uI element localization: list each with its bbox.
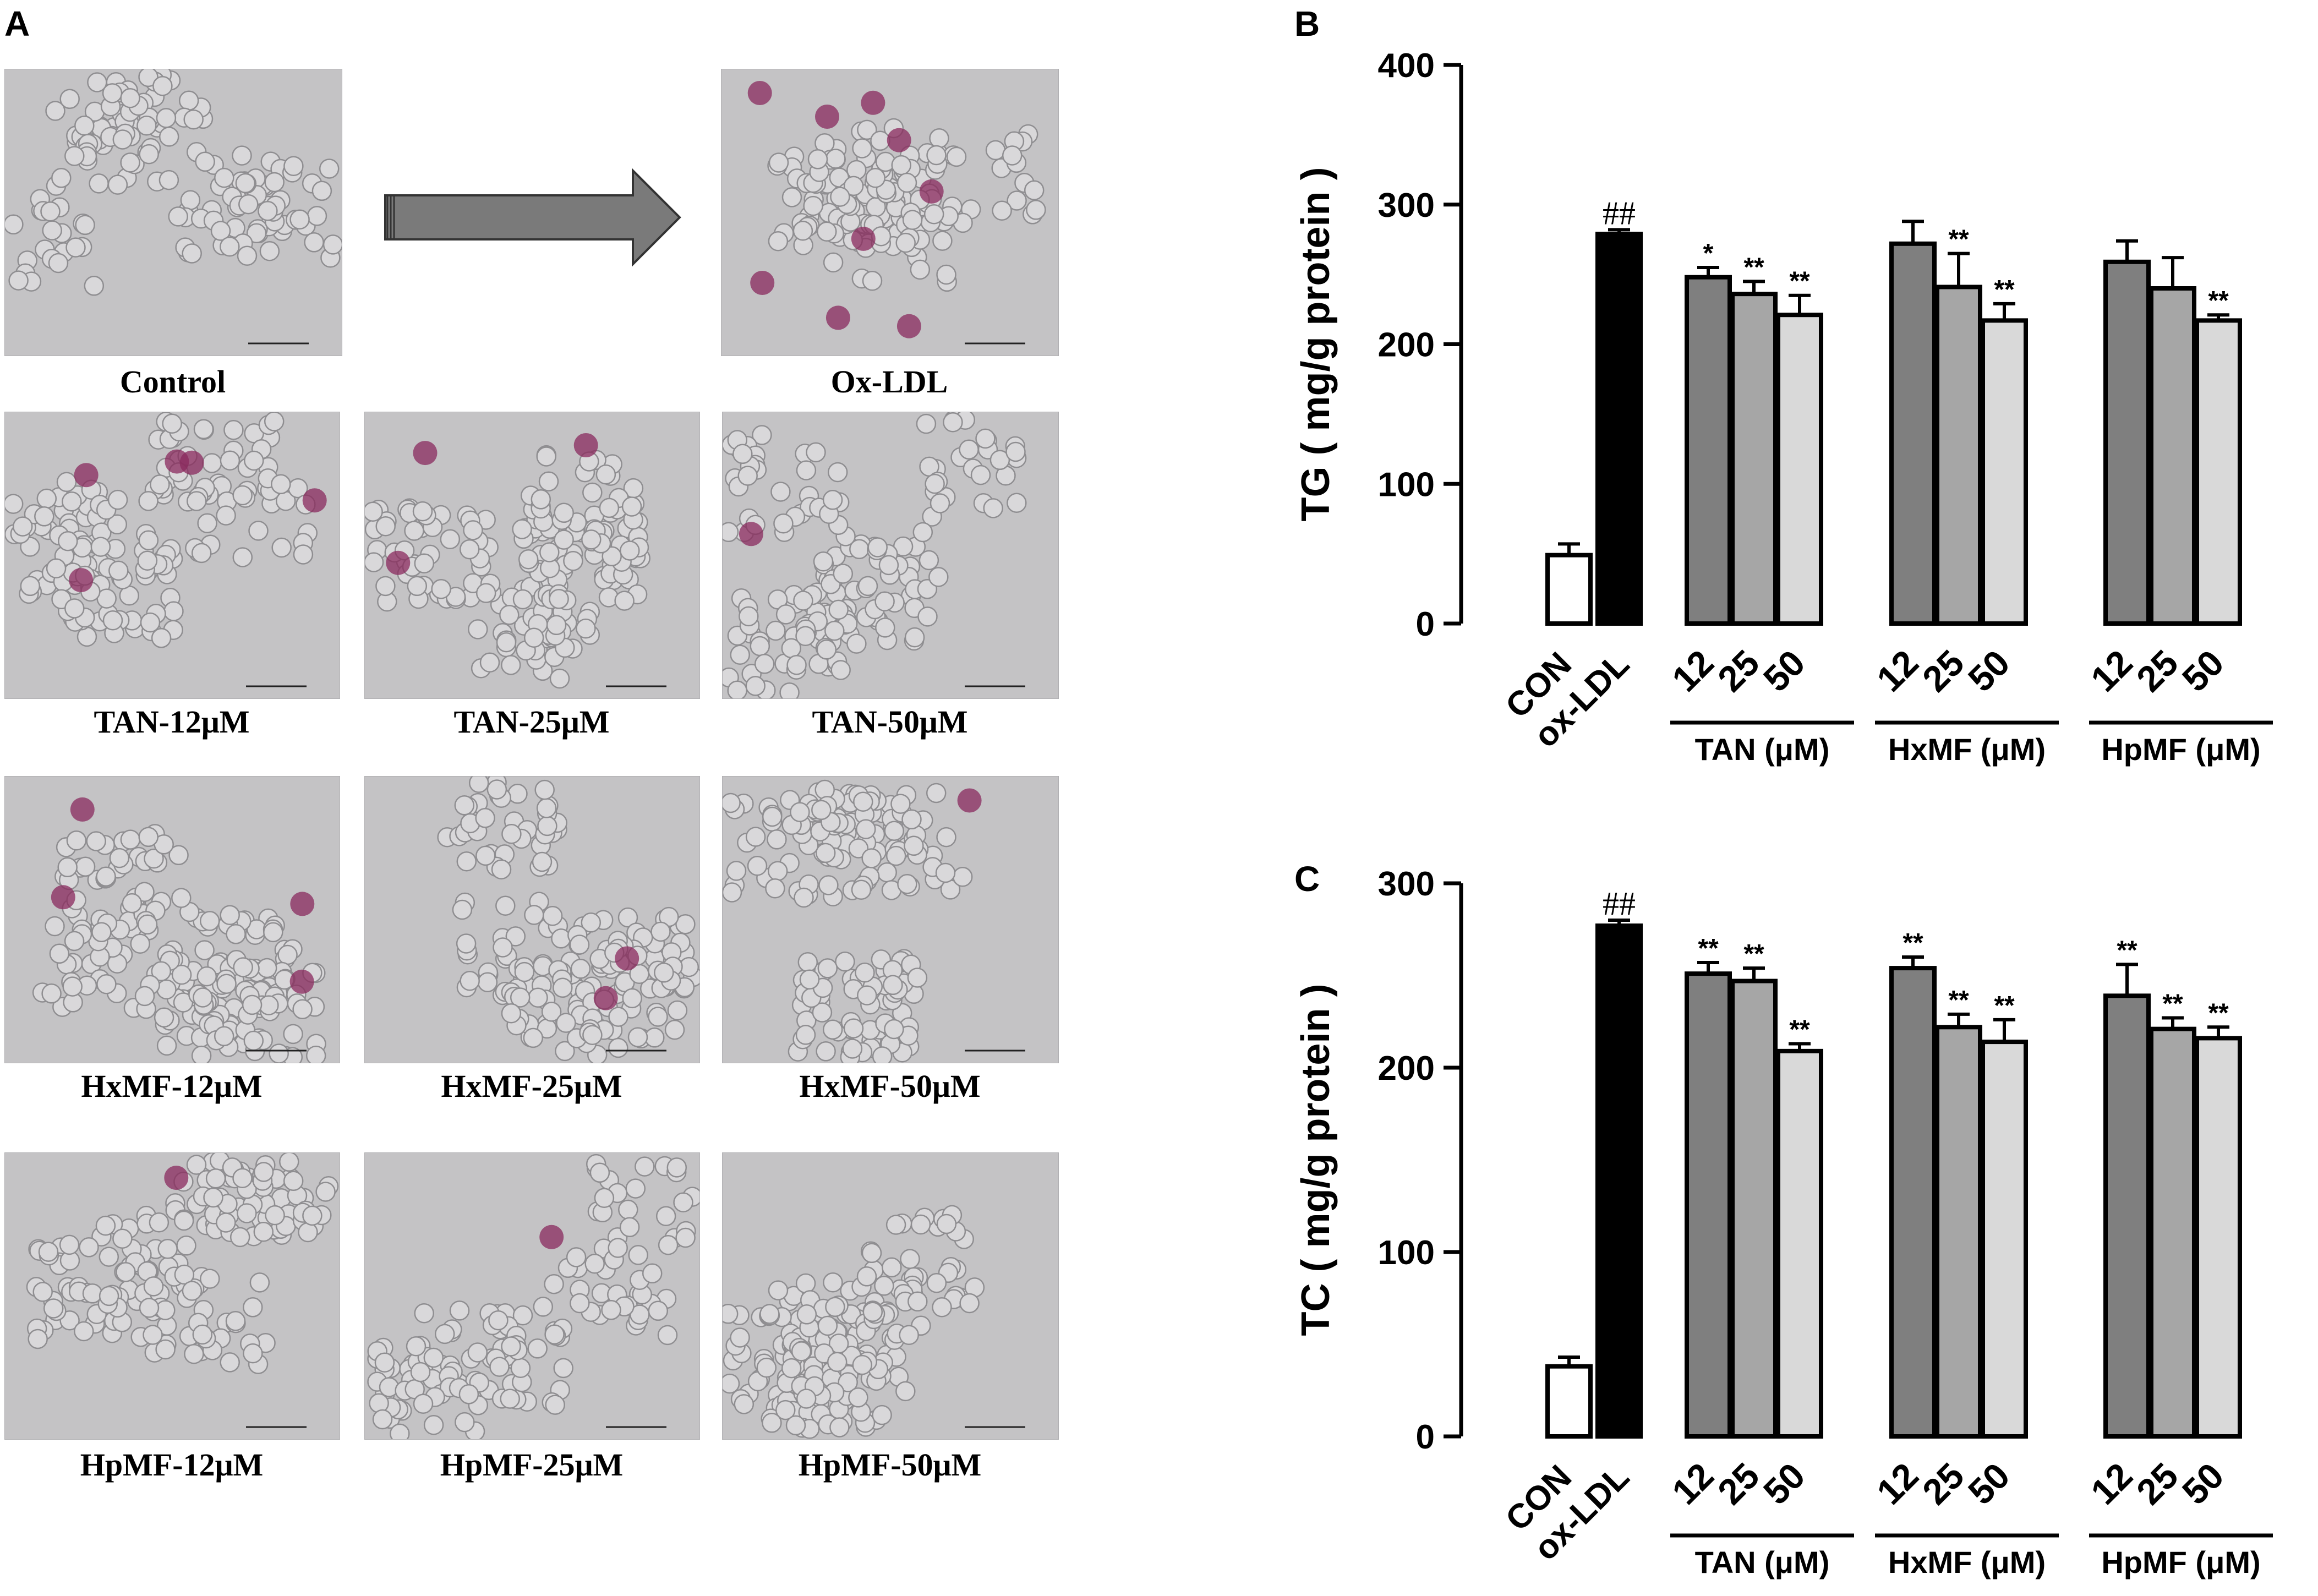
category-label: 50 (2174, 1455, 2232, 1512)
micrograph (721, 69, 1059, 356)
panel-label-b: B (1294, 4, 1320, 43)
micrograph (364, 776, 700, 1063)
micrograph-label: TAN-25μM (453, 704, 610, 740)
micrograph (4, 69, 342, 356)
panel-label-c: C (1294, 859, 1320, 899)
y-tick-label: 100 (1378, 466, 1435, 504)
y-tick-label: 300 (1378, 865, 1435, 903)
significance-marker: ** (1994, 275, 2015, 304)
bar (2149, 1026, 2196, 1439)
category-label: 50 (1960, 642, 2018, 699)
significance-marker: ** (1789, 1015, 1810, 1044)
bar (2195, 318, 2242, 626)
micrograph (722, 412, 1059, 699)
category-label: 50 (2174, 642, 2232, 699)
micrograph-label: TAN-50μM (812, 704, 968, 740)
category-label: 50 (1756, 642, 1813, 699)
bar (1935, 285, 1982, 626)
micrograph (364, 412, 700, 699)
bar (1545, 1364, 1593, 1439)
bar (1935, 1025, 1982, 1439)
significance-marker: ** (1698, 934, 1719, 963)
y-tick-label: 400 (1378, 47, 1435, 85)
group-label: HpMF (μM) (2101, 1545, 2260, 1579)
significance-marker: ** (2117, 936, 2137, 965)
significance-marker: ** (2162, 990, 2183, 1019)
micrograph-label: HxMF-50μM (799, 1068, 981, 1104)
micrograph (722, 1152, 1059, 1440)
y-tick-label: 200 (1378, 1050, 1435, 1087)
y-axis-label: TG ( mg/g protein ) (1294, 167, 1338, 522)
bar (1685, 971, 1732, 1439)
bar (2195, 1036, 2242, 1439)
micrograph-label: HxMF-12μM (81, 1068, 263, 1104)
y-tick-label: 300 (1378, 187, 1435, 225)
significance-marker: ## (1603, 886, 1636, 922)
significance-marker: ## (1603, 195, 1636, 231)
micrograph (4, 776, 340, 1063)
y-axis-label: TC ( mg/g protein ) (1294, 984, 1338, 1336)
micrograph (4, 1152, 340, 1440)
bar (2103, 259, 2151, 626)
bar (1595, 232, 1643, 626)
micrograph-label: Ox-LDL (830, 364, 948, 400)
panel-label-a: A (4, 4, 30, 43)
treatment-arrow (384, 168, 681, 267)
bar (1730, 979, 1778, 1439)
bar (1595, 923, 1643, 1439)
micrograph (364, 1152, 700, 1440)
micrograph-label: TAN-12μM (94, 704, 250, 740)
micrograph (4, 412, 340, 699)
group-label: HxMF (μM) (1888, 732, 2046, 767)
bar (1889, 241, 1937, 626)
significance-marker: ** (1902, 928, 1923, 958)
bar (1545, 553, 1593, 626)
significance-marker: * (1703, 239, 1714, 268)
y-tick-label: 0 (1416, 605, 1435, 643)
micrograph-label: HpMF-25μM (440, 1447, 624, 1483)
bar (2149, 286, 2196, 626)
micrograph-label: HpMF-50μM (798, 1447, 982, 1483)
significance-marker: ** (2208, 998, 2229, 1027)
significance-marker: ** (1789, 267, 1810, 296)
y-tick-label: 200 (1378, 326, 1435, 364)
category-label: 50 (1756, 1455, 1813, 1512)
y-tick-label: 100 (1378, 1234, 1435, 1272)
significance-marker: ** (1948, 225, 1969, 254)
bar (1776, 313, 1823, 626)
bar (1981, 1040, 2028, 1439)
group-label: TAN (μM) (1695, 732, 1830, 767)
micrograph-label: HpMF-12μM (80, 1447, 264, 1483)
significance-marker: ** (1994, 991, 2015, 1020)
group-label: HxMF (μM) (1888, 1545, 2046, 1579)
bar (1981, 318, 2028, 626)
y-tick-label: 0 (1416, 1418, 1435, 1456)
bar (1730, 292, 1778, 626)
category-label: 50 (1960, 1455, 2018, 1512)
bar (1889, 966, 1937, 1439)
significance-marker: ** (1743, 939, 1764, 969)
group-label: HpMF (μM) (2101, 732, 2260, 767)
group-label: TAN (μM) (1695, 1545, 1830, 1579)
bar (1776, 1048, 1823, 1439)
micrograph-label: HxMF-25μM (441, 1068, 622, 1104)
bar (1685, 275, 1732, 626)
significance-marker: ** (1948, 986, 1969, 1015)
significance-marker: ** (1743, 253, 1764, 282)
micrograph (722, 776, 1059, 1063)
micrograph-label: Control (119, 364, 226, 400)
bar (2103, 993, 2151, 1439)
significance-marker: ** (2208, 286, 2229, 315)
